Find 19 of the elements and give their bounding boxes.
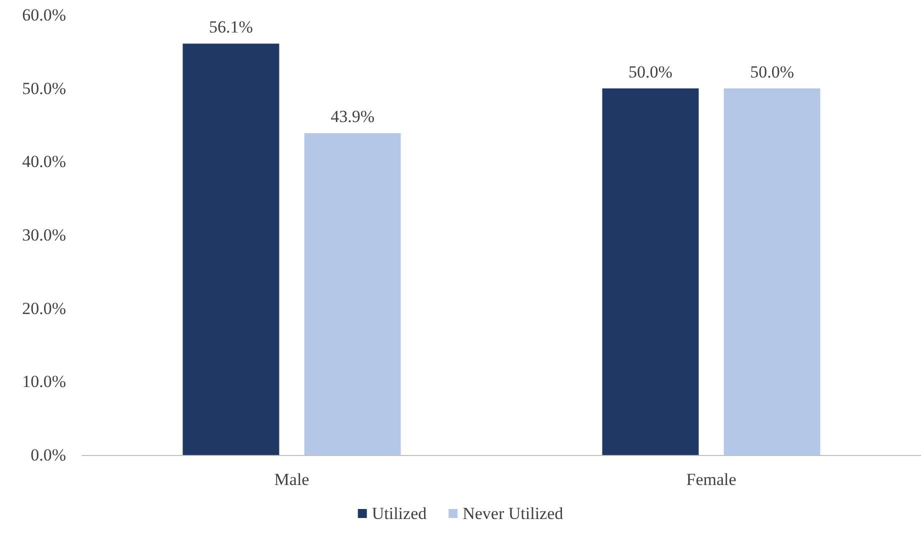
y-tick-label: 40.0% (22, 152, 66, 172)
bar (304, 133, 401, 455)
y-tick-label: 10.0% (22, 372, 66, 392)
data-label: 56.1% (209, 18, 253, 37)
data-label: 50.0% (750, 62, 794, 82)
y-tick-label: 50.0% (22, 78, 66, 98)
y-tick-label: 30.0% (22, 226, 66, 244)
data-label: 43.9% (330, 107, 374, 126)
legend-label: Never Utilized (462, 504, 564, 523)
x-tick-label: Male (274, 470, 310, 489)
bar (182, 44, 280, 455)
y-tick-label: 0.0% (30, 446, 66, 464)
legend-label: Utilized (372, 504, 428, 523)
data-label: 50.0% (628, 62, 672, 82)
x-tick-label: Female (686, 470, 736, 489)
y-tick-label: 60.0% (22, 6, 66, 24)
y-tick-label: 20.0% (22, 298, 66, 318)
bar (724, 88, 820, 455)
bar (602, 88, 699, 455)
